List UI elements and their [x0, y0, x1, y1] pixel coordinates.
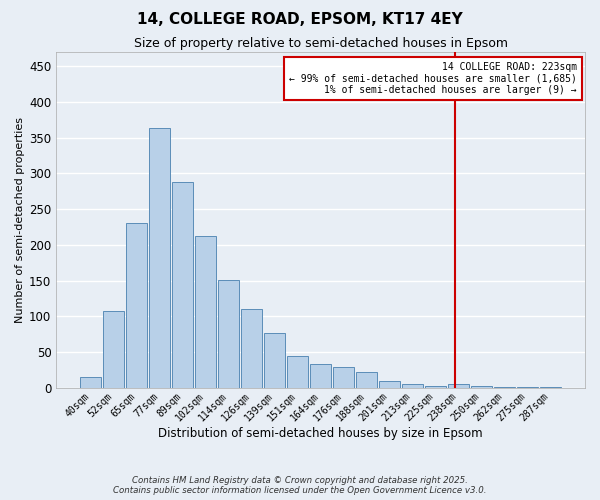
- Text: Contains HM Land Registry data © Crown copyright and database right 2025.
Contai: Contains HM Land Registry data © Crown c…: [113, 476, 487, 495]
- Y-axis label: Number of semi-detached properties: Number of semi-detached properties: [15, 117, 25, 323]
- Bar: [333, 366, 354, 388]
- X-axis label: Distribution of semi-detached houses by size in Epsom: Distribution of semi-detached houses by …: [158, 427, 483, 440]
- Bar: [402, 384, 423, 388]
- Bar: [126, 224, 148, 388]
- Bar: [103, 311, 124, 388]
- Bar: [540, 386, 561, 388]
- Text: 14 COLLEGE ROAD: 223sqm
← 99% of semi-detached houses are smaller (1,685)
1% of : 14 COLLEGE ROAD: 223sqm ← 99% of semi-de…: [289, 62, 577, 95]
- Bar: [195, 236, 217, 388]
- Bar: [310, 364, 331, 388]
- Bar: [264, 333, 285, 388]
- Bar: [356, 372, 377, 388]
- Bar: [218, 280, 239, 388]
- Bar: [80, 376, 101, 388]
- Bar: [287, 356, 308, 388]
- Bar: [425, 386, 446, 388]
- Bar: [172, 182, 193, 388]
- Bar: [471, 386, 492, 388]
- Bar: [241, 308, 262, 388]
- Text: 14, COLLEGE ROAD, EPSOM, KT17 4EY: 14, COLLEGE ROAD, EPSOM, KT17 4EY: [137, 12, 463, 28]
- Bar: [149, 128, 170, 388]
- Bar: [379, 381, 400, 388]
- Bar: [448, 384, 469, 388]
- Title: Size of property relative to semi-detached houses in Epsom: Size of property relative to semi-detach…: [134, 38, 508, 51]
